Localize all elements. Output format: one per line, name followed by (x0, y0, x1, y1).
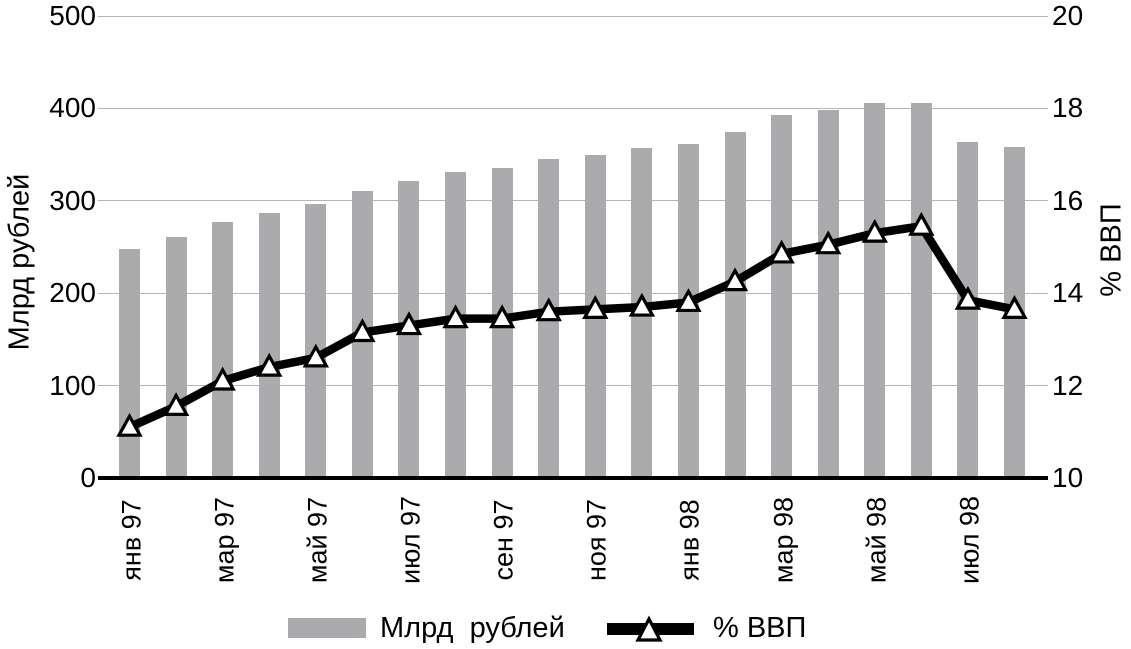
y-tick-label-left: 300 (49, 184, 96, 216)
legend-bar-label: Млрд рублей (380, 612, 565, 644)
bar (212, 222, 234, 478)
x-tick-label: мар 97 (209, 496, 240, 584)
triangle-marker-icon (954, 285, 982, 310)
right-axis-title: % ВВП (1095, 203, 1128, 297)
legend-triangle-marker-icon (635, 615, 663, 642)
bar (957, 141, 979, 478)
x-tick-label: июл 97 (395, 495, 426, 585)
gridline (98, 107, 1048, 109)
legend-line-label: % ВВП (713, 612, 807, 644)
x-axis-baseline (98, 476, 1048, 480)
y-tick-label-right: 20 (1052, 0, 1084, 31)
triangle-marker-icon (861, 218, 888, 243)
triangle-marker-icon (1001, 295, 1028, 319)
gridline (98, 15, 1048, 17)
triangle-marker-icon (488, 304, 516, 329)
triangle-marker-icon (628, 292, 656, 317)
triangle-marker-icon (395, 311, 423, 336)
bar (305, 203, 327, 478)
triangle-marker-icon (582, 295, 609, 319)
x-tick-label: май 97 (302, 496, 333, 584)
triangle-marker-icon (349, 318, 376, 343)
y-tick-label-left: 200 (49, 277, 96, 309)
y-tick-label-left: 0 (80, 462, 96, 493)
triangle-marker-icon (675, 288, 702, 313)
gdp-percent-line (116, 211, 1028, 437)
gridline (98, 292, 1048, 294)
bar (817, 110, 839, 478)
x-tick-label: ноя 97 (581, 498, 612, 582)
y-tick-label-left: 400 (49, 92, 96, 124)
line-segment (127, 221, 1016, 432)
bar (771, 114, 793, 478)
triangle-marker-icon (721, 267, 749, 292)
y-tick-label-right: 18 (1052, 92, 1084, 124)
y-tick-label-left: 100 (49, 369, 96, 401)
bar (910, 102, 932, 478)
x-tick-label: мар 98 (768, 496, 799, 584)
triangle-marker-icon (256, 352, 283, 377)
bar (864, 102, 886, 478)
legend-bar-swatch (288, 618, 366, 638)
y-tick-label-left: 500 (49, 0, 96, 31)
x-tick-label: сен 97 (488, 499, 519, 581)
y-tick-label-right: 14 (1052, 277, 1084, 309)
gridline (98, 385, 1048, 387)
gridline (98, 200, 1048, 202)
x-tick-label: июл 98 (954, 495, 985, 585)
triangle-marker-icon (768, 239, 795, 264)
bar (258, 212, 280, 478)
y-tick-label-right: 16 (1052, 184, 1084, 216)
triangle-marker-icon (535, 297, 562, 322)
x-tick-label: янв 97 (116, 499, 146, 581)
triangle-marker-icon (209, 366, 236, 391)
y-tick-label-right: 12 (1052, 369, 1084, 401)
bar (724, 132, 746, 478)
triangle-marker-icon (302, 343, 330, 368)
triangle-marker-icon (116, 412, 143, 437)
triangle-marker-icon (908, 211, 935, 236)
triangle-marker-icon (162, 392, 190, 416)
y-tick-label-right: 10 (1052, 462, 1084, 493)
x-tick-label: май 98 (861, 496, 892, 584)
triangle-marker-icon (814, 230, 842, 255)
triangle-marker-icon (442, 304, 469, 329)
bar (165, 236, 187, 478)
x-tick-label: янв 98 (674, 499, 705, 581)
